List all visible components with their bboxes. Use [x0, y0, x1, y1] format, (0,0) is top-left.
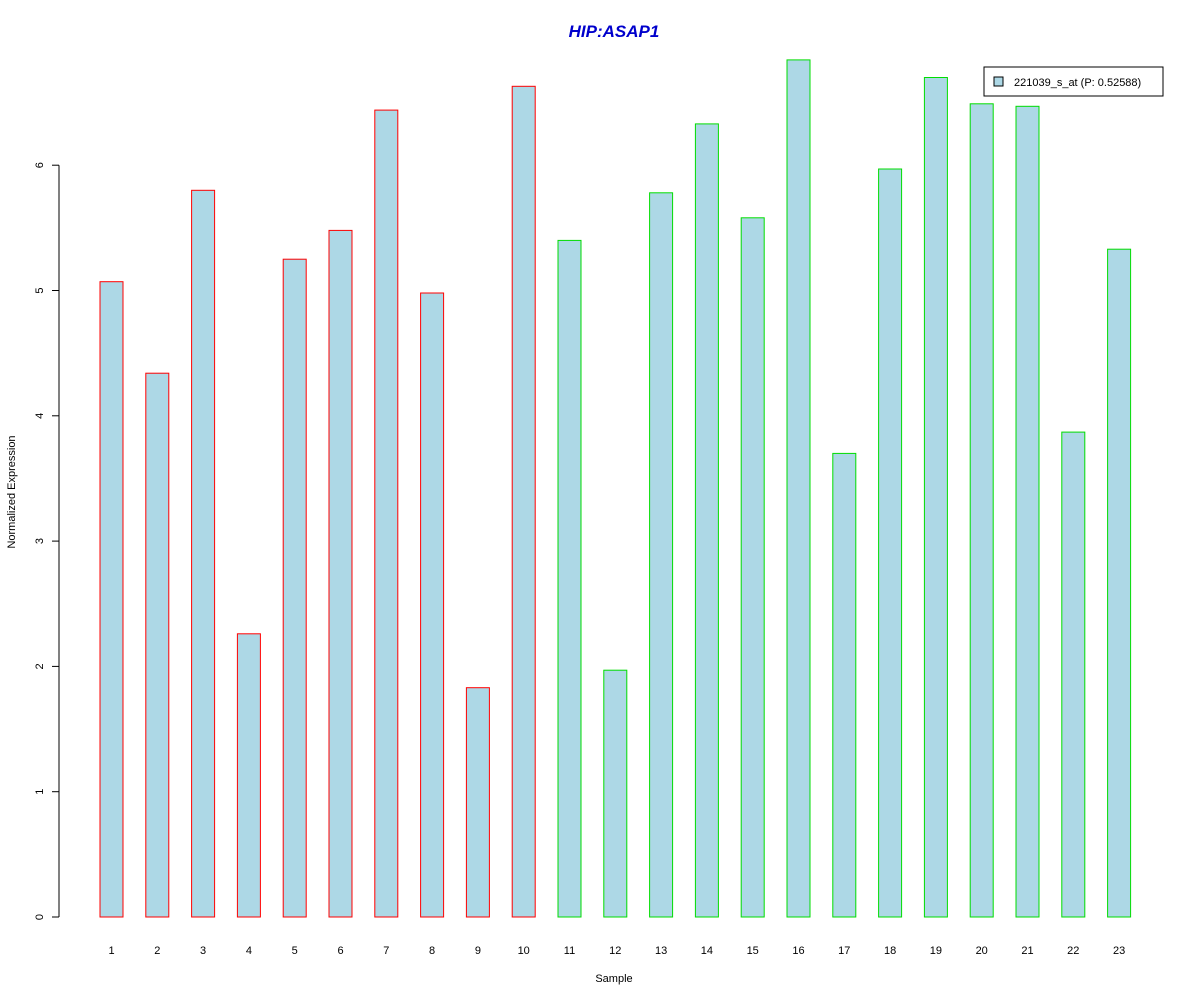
- x-tick-label: 21: [1021, 945, 1033, 957]
- y-axis: 0 1 2 3 4 5 6: [34, 162, 60, 920]
- legend-box: [983, 66, 1164, 97]
- bar-sample-17: [832, 452, 857, 918]
- bar-sample-3: [191, 189, 216, 918]
- x-tick-label: 19: [930, 945, 942, 957]
- y-tick-label: 0: [34, 914, 46, 920]
- x-tick-label: 10: [518, 945, 530, 957]
- x-tick-label: 7: [383, 945, 389, 957]
- y-tick-label: 3: [34, 538, 46, 544]
- x-tick-label: 23: [1113, 945, 1125, 957]
- bar-sample-13: [649, 192, 674, 918]
- bar-sample-6: [328, 229, 353, 918]
- bar-sample-23: [1107, 248, 1132, 918]
- bars-group: [99, 59, 1132, 918]
- x-tick-label: 18: [884, 945, 896, 957]
- bar-sample-12: [603, 669, 628, 918]
- y-tick-label: 4: [34, 413, 46, 419]
- y-tick-label: 1: [34, 789, 46, 795]
- x-tick-label: 3: [200, 945, 206, 957]
- bar-sample-15: [740, 217, 765, 918]
- x-tick-label: 14: [701, 945, 713, 957]
- x-tick-label: 17: [838, 945, 850, 957]
- y-axis-label: Normalized Expression: [6, 435, 18, 548]
- x-tick-label: 5: [292, 945, 298, 957]
- x-tick-label: 13: [655, 945, 667, 957]
- bar-sample-19: [923, 77, 948, 918]
- bar-sample-14: [694, 123, 719, 918]
- x-tick-label: 6: [337, 945, 343, 957]
- bar-sample-16: [786, 59, 811, 918]
- bar-sample-1: [99, 281, 124, 918]
- x-axis-tick-labels: 1 2 3 4 5 6 7 8 9 10 11 12 13 14 15 16 17 18 19 20 21 22 23: [108, 945, 1125, 957]
- bar-sample-9: [465, 687, 490, 918]
- x-tick-label: 20: [976, 945, 988, 957]
- bar-sample-21: [1015, 105, 1040, 918]
- bar-sample-10: [511, 85, 536, 918]
- bar-sample-7: [374, 109, 399, 918]
- legend-label: 221039_s_at (P: 0.52588): [1014, 77, 1141, 89]
- x-axis-label: Sample: [595, 973, 632, 985]
- y-tick-label: 5: [34, 287, 46, 293]
- bar-sample-22: [1061, 431, 1086, 918]
- y-tick-label: 2: [34, 663, 46, 669]
- y-tick-label: 6: [34, 162, 46, 168]
- x-tick-label: 8: [429, 945, 435, 957]
- bar-sample-2: [145, 372, 170, 918]
- bar-sample-11: [557, 239, 582, 918]
- legend-swatch: [993, 76, 1004, 87]
- legend: 221039_s_at (P: 0.52588): [983, 66, 1164, 97]
- x-tick-label: 11: [564, 945, 575, 957]
- x-tick-label: 2: [154, 945, 160, 957]
- bar-sample-8: [420, 292, 445, 918]
- bar-sample-5: [282, 258, 307, 918]
- x-tick-label: 12: [609, 945, 621, 957]
- x-tick-label: 4: [246, 945, 252, 957]
- bar-sample-20: [969, 103, 994, 918]
- bar-sample-4: [236, 633, 261, 918]
- x-tick-label: 22: [1067, 945, 1079, 957]
- x-tick-label: 16: [792, 945, 804, 957]
- chart-title: HIP:ASAP1: [569, 22, 660, 41]
- x-tick-label: 1: [108, 945, 114, 957]
- x-tick-label: 9: [475, 945, 481, 957]
- x-tick-label: 15: [747, 945, 759, 957]
- bar-sample-18: [878, 168, 903, 918]
